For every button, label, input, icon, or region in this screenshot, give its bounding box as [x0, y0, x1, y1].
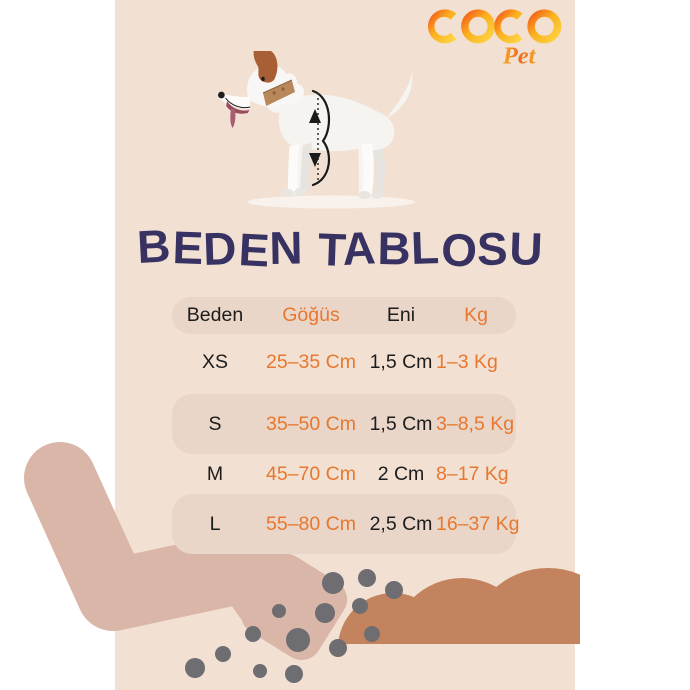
svg-text:Pet: Pet	[502, 42, 537, 69]
svg-text:BEDEN TABLOSU: BEDEN TABLOSU	[138, 219, 544, 277]
